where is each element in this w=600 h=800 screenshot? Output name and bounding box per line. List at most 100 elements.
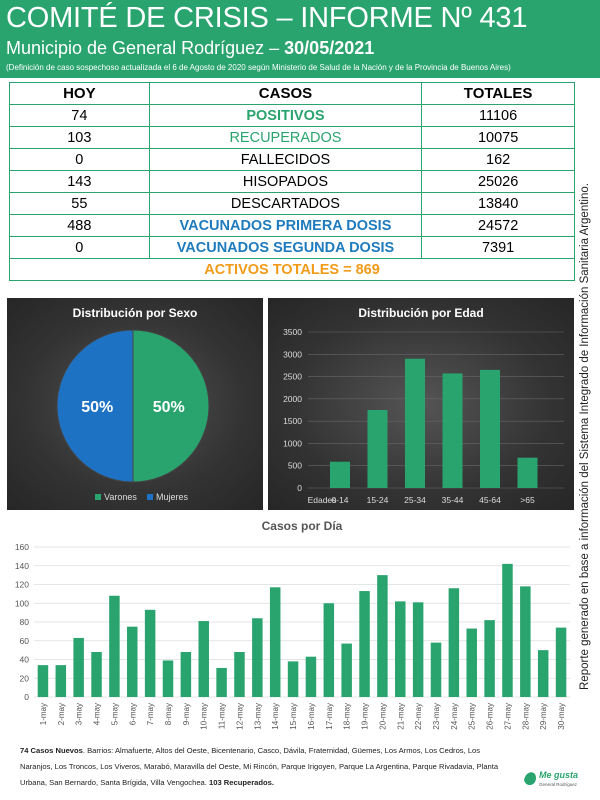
daily-bar xyxy=(198,621,209,697)
y-tick-label: 3000 xyxy=(283,349,302,359)
barrios-list: . Barrios: Almafuerte, Altos del Oeste, … xyxy=(20,746,499,787)
x-tick-label: 28-may xyxy=(521,703,530,730)
logo-text: Me gusta xyxy=(539,770,578,780)
case-label: RECUPERADOS xyxy=(148,126,423,149)
x-tick-label: 15-24 xyxy=(367,495,389,505)
legend-swatch-mujeres xyxy=(147,494,153,500)
definition-note: (Definición de caso sospechoso actualiza… xyxy=(6,63,511,72)
x-tick-label: 35-44 xyxy=(442,495,464,505)
y-tick-label: 40 xyxy=(20,655,30,665)
y-tick-label: 60 xyxy=(20,636,30,646)
y-tick-label: 500 xyxy=(288,461,302,471)
daily-chart-title: Casos por Día xyxy=(262,519,343,533)
age-bar xyxy=(330,461,350,488)
x-tick-label: 25-34 xyxy=(404,495,426,505)
table-row-vacunados-primera: 488 VACUNADOS PRIMERA DOSIS 24572 xyxy=(9,214,575,237)
pie-data-label: 50% xyxy=(153,399,185,416)
daily-bar xyxy=(341,643,352,697)
municipality-logo: Me gusta General Rodríguez xyxy=(520,766,580,792)
case-label: VACUNADOS PRIMERA DOSIS xyxy=(148,214,423,237)
x-tick-label: 45-64 xyxy=(479,495,501,505)
x-tick-label: 11-may xyxy=(218,703,227,729)
daily-bar xyxy=(37,665,49,697)
recovered-label: 103 Recuperados. xyxy=(209,778,275,787)
x-tick-label: 20-may xyxy=(378,703,387,730)
age-bar xyxy=(442,373,463,488)
new-cases-label: 74 Casos Nuevos xyxy=(20,746,83,755)
daily-bar xyxy=(73,637,84,697)
sex-pie-chart: 50% 50% Varones Mujeres xyxy=(56,329,210,502)
sex-chart-panel: Distribución por Sexo 50% 50% Varones Mujer… xyxy=(7,298,263,510)
y-tick-label: 1500 xyxy=(283,416,302,426)
age-chart-title: Distribución por Edad xyxy=(358,306,484,320)
case-label: POSITIVOS xyxy=(148,104,423,127)
daily-bar xyxy=(269,587,281,697)
x-tick-label: 25-may xyxy=(468,703,477,730)
daily-bar xyxy=(287,661,299,697)
daily-bar xyxy=(216,667,227,697)
x-tick-label: 12-may xyxy=(235,703,244,730)
x-axis-label: Edades xyxy=(308,495,337,505)
age-chart-panel: Distribución por Edad 0 500 1000 1500 2000 25… xyxy=(268,298,574,510)
total-cell: 11106 xyxy=(421,104,575,127)
leaf-icon xyxy=(524,772,536,786)
municipality-label: Municipio de General Rodríguez – xyxy=(6,38,285,58)
total-cell: 162 xyxy=(421,148,575,171)
legend-label-mujeres: Mujeres xyxy=(156,492,189,502)
legend-label-varones: Varones xyxy=(104,492,137,502)
table-header-row: HOY CASOS TOTALES xyxy=(9,82,575,105)
age-bar xyxy=(405,358,425,488)
hoy-cell: 55 xyxy=(9,192,150,215)
x-tick-label: 8-may xyxy=(164,703,173,725)
daily-bar xyxy=(144,609,156,697)
header-totales: TOTALES xyxy=(421,82,575,105)
daily-bar xyxy=(520,586,531,697)
table-row-recuperados: 103 RECUPERADOS 10075 xyxy=(9,126,575,149)
pie-slice-varones xyxy=(132,329,210,483)
x-tick-label: 2-may xyxy=(57,703,66,725)
x-tick-label: 18-may xyxy=(343,703,352,730)
daily-bar xyxy=(359,591,370,697)
logo-subtext: General Rodríguez xyxy=(539,782,578,787)
x-tick-label: 29-may xyxy=(539,703,548,730)
x-tick-label: 13-may xyxy=(253,703,262,730)
daily-bar xyxy=(377,575,388,697)
x-tick-label: 4-may xyxy=(93,703,102,725)
daily-bar xyxy=(502,563,513,697)
hoy-cell: 0 xyxy=(9,148,150,171)
x-tick-label: 24-may xyxy=(450,703,459,730)
case-label: HISOPADOS xyxy=(148,170,423,193)
x-tick-label: 16-may xyxy=(307,703,316,730)
y-tick-label: 160 xyxy=(15,542,29,552)
daily-bar xyxy=(91,652,102,697)
x-tick-label: 9-may xyxy=(182,703,191,725)
y-tick-label: 0 xyxy=(297,483,302,493)
daily-bar xyxy=(305,656,317,697)
daily-bar xyxy=(537,650,549,697)
y-tick-label: 140 xyxy=(15,561,29,571)
x-tick-label: 5-may xyxy=(110,703,119,725)
age-bar xyxy=(367,410,388,488)
case-label: FALLECIDOS xyxy=(148,148,423,171)
x-tick-label: 6-may xyxy=(128,703,137,725)
daily-bar xyxy=(412,602,424,697)
x-tick-label: >65 xyxy=(520,495,535,505)
table-row-hisopados: 143 HISOPADOS 25026 xyxy=(9,170,575,193)
hoy-cell: 143 xyxy=(9,170,150,193)
y-tick-label: 120 xyxy=(15,580,29,590)
report-date: 30/05/2021 xyxy=(284,38,375,58)
daily-bar xyxy=(395,601,406,697)
x-tick-label: 22-may xyxy=(414,703,423,730)
age-bar xyxy=(517,457,538,488)
x-tick-label: 17-may xyxy=(325,703,334,730)
hoy-cell: 74 xyxy=(9,104,150,127)
age-bar xyxy=(480,369,500,488)
total-cell: 13840 xyxy=(421,192,575,215)
y-tick-label: 0 xyxy=(24,692,29,702)
case-label: DESCARTADOS xyxy=(148,192,423,215)
daily-bar xyxy=(430,642,442,697)
table-row-activos: ACTIVOS TOTALES = 869 xyxy=(9,258,575,281)
daily-bar xyxy=(180,652,192,697)
daily-bar xyxy=(484,620,495,697)
